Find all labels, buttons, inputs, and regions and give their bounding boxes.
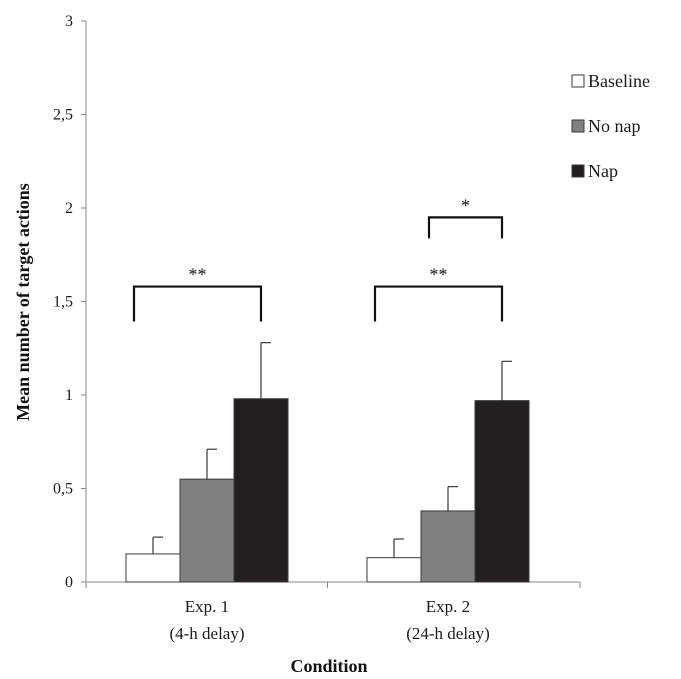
legend-label: No nap bbox=[588, 116, 641, 136]
significance-label: ** bbox=[430, 265, 448, 285]
x-axis bbox=[85, 581, 581, 588]
legend: Baseline No nap Nap bbox=[571, 71, 650, 181]
y-tick-label: 3 bbox=[65, 13, 73, 30]
bar bbox=[420, 510, 476, 583]
significance-label: ** bbox=[189, 265, 207, 285]
y-axis-title: Mean number of target actions bbox=[13, 183, 33, 421]
bar bbox=[474, 400, 530, 583]
significance-bracket bbox=[373, 285, 504, 322]
legend-label: Nap bbox=[588, 161, 618, 181]
y-tick-label: 2 bbox=[65, 200, 73, 217]
y-tick-label: 2,5 bbox=[53, 107, 73, 124]
bars bbox=[125, 398, 530, 583]
category-label: Exp. 2 bbox=[426, 597, 470, 616]
significance-brackets: ** *** bbox=[132, 195, 504, 322]
significance-bracket bbox=[427, 216, 504, 239]
legend-swatch bbox=[571, 74, 585, 88]
significance-bracket bbox=[132, 285, 263, 322]
y-tick-label: 0,5 bbox=[53, 481, 73, 498]
category-sublabel: (4-h delay) bbox=[169, 624, 244, 643]
y-tick-label: 1 bbox=[65, 387, 73, 404]
y-axis: 0 0,5 1 1,5 2 2,5 3 bbox=[53, 13, 87, 591]
category-sublabel: (24-h delay) bbox=[406, 624, 490, 643]
legend-label: Baseline bbox=[588, 71, 650, 91]
x-axis-title: Condition bbox=[290, 656, 367, 676]
legend-swatch bbox=[571, 119, 585, 133]
y-tick-label: 1,5 bbox=[53, 294, 73, 311]
significance-label: * bbox=[461, 195, 470, 215]
category-label: Exp. 1 bbox=[185, 597, 229, 616]
category-labels: Exp. 1 (4-h delay) Exp. 2 (24-h delay) bbox=[169, 597, 489, 643]
bar bbox=[366, 557, 422, 583]
legend-swatch bbox=[571, 164, 585, 178]
y-tick-label: 0 bbox=[65, 574, 73, 591]
bar bbox=[179, 478, 235, 583]
bar bbox=[125, 553, 181, 583]
bar bbox=[233, 398, 289, 583]
error-bars bbox=[152, 342, 512, 558]
